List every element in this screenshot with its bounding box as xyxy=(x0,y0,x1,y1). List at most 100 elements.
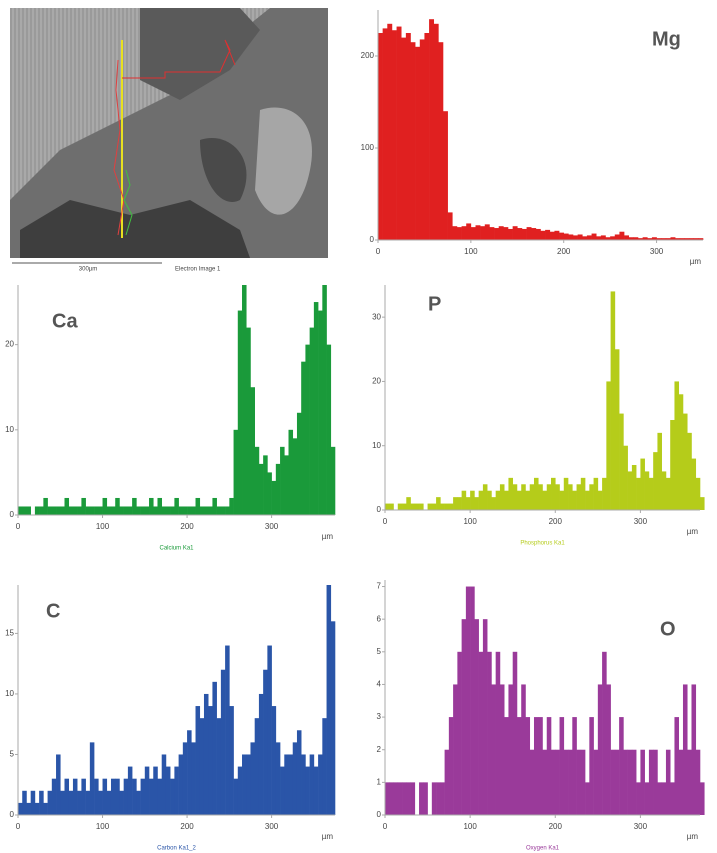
bar xyxy=(233,778,239,815)
bar xyxy=(110,778,116,815)
bar xyxy=(419,503,424,510)
bar xyxy=(436,497,441,510)
bar xyxy=(555,484,560,510)
electron-image: 300µm Electron Image 1 xyxy=(10,8,328,273)
bar xyxy=(526,227,532,240)
element-label: P xyxy=(428,293,441,315)
bar xyxy=(385,782,390,815)
y-tick-label: 6 xyxy=(377,614,382,623)
bar xyxy=(453,684,458,815)
bar xyxy=(389,782,394,815)
bar xyxy=(165,766,171,815)
y-tick-label: 20 xyxy=(372,377,381,386)
bar xyxy=(229,706,234,815)
bar xyxy=(589,484,594,510)
bar xyxy=(414,503,420,510)
x-axis-label: µm xyxy=(322,532,334,541)
bar xyxy=(140,506,146,515)
bar xyxy=(85,790,91,815)
bar xyxy=(444,749,450,815)
bar xyxy=(610,749,616,815)
bar xyxy=(619,413,624,510)
bar xyxy=(178,754,184,815)
bar xyxy=(387,23,393,240)
bar xyxy=(636,782,641,815)
bar xyxy=(657,432,662,510)
y-tick-label: 7 xyxy=(377,582,382,591)
bar xyxy=(393,782,399,815)
bar xyxy=(474,619,479,815)
bar xyxy=(30,790,36,815)
bar xyxy=(419,39,425,240)
bar xyxy=(305,766,310,815)
bar xyxy=(628,237,634,240)
bar xyxy=(478,651,484,815)
bar xyxy=(174,766,179,815)
bar xyxy=(263,669,268,815)
x-tick-label: 0 xyxy=(383,517,388,526)
bar xyxy=(597,684,603,815)
bar xyxy=(504,717,509,815)
bar xyxy=(508,477,514,510)
y-tick-label: 0 xyxy=(370,235,375,244)
bar xyxy=(391,30,397,240)
y-tick-label: 1 xyxy=(377,777,382,786)
bar xyxy=(682,413,688,510)
bar xyxy=(216,718,222,815)
bar xyxy=(572,717,577,815)
bar xyxy=(691,458,697,510)
y-tick-label: 0 xyxy=(10,510,15,519)
bar xyxy=(545,229,551,240)
bar xyxy=(216,506,222,515)
bar xyxy=(423,782,428,815)
bar xyxy=(313,302,319,515)
bar xyxy=(589,717,594,815)
bar xyxy=(457,497,462,510)
bar xyxy=(212,497,217,515)
bar xyxy=(199,506,205,515)
bar xyxy=(563,477,569,510)
bar xyxy=(26,802,31,815)
bar xyxy=(670,782,675,815)
bar xyxy=(330,621,336,815)
bar xyxy=(693,238,699,240)
bar xyxy=(573,235,578,240)
bar xyxy=(199,718,205,815)
bar xyxy=(665,477,671,510)
bar xyxy=(538,484,543,510)
bar xyxy=(309,327,315,515)
bar xyxy=(610,236,616,240)
bar xyxy=(631,749,637,815)
bar xyxy=(499,684,505,815)
bar xyxy=(406,782,411,815)
bar xyxy=(275,742,281,815)
bar xyxy=(440,782,445,815)
bar xyxy=(127,506,133,515)
bar xyxy=(633,237,639,240)
bar xyxy=(508,684,514,815)
y-tick-label: 15 xyxy=(5,629,14,638)
bar xyxy=(448,717,454,815)
bar xyxy=(551,749,556,815)
bar xyxy=(554,230,560,240)
bar xyxy=(623,445,628,510)
bar xyxy=(529,484,535,510)
image-caption: Electron Image 1 xyxy=(175,267,221,273)
y-tick-label: 4 xyxy=(377,680,382,689)
bar xyxy=(700,497,705,510)
bar xyxy=(18,802,23,815)
bar xyxy=(322,718,327,815)
bar xyxy=(517,228,523,240)
bar xyxy=(440,503,445,510)
bar xyxy=(110,506,116,515)
bar xyxy=(397,503,403,510)
bar xyxy=(691,684,697,815)
x-tick-label: 100 xyxy=(96,522,110,531)
bar xyxy=(115,497,120,515)
bar xyxy=(619,231,625,240)
bar xyxy=(178,506,184,515)
bar xyxy=(203,506,209,515)
bar xyxy=(43,497,48,515)
bar xyxy=(495,651,501,815)
bar xyxy=(39,506,44,515)
